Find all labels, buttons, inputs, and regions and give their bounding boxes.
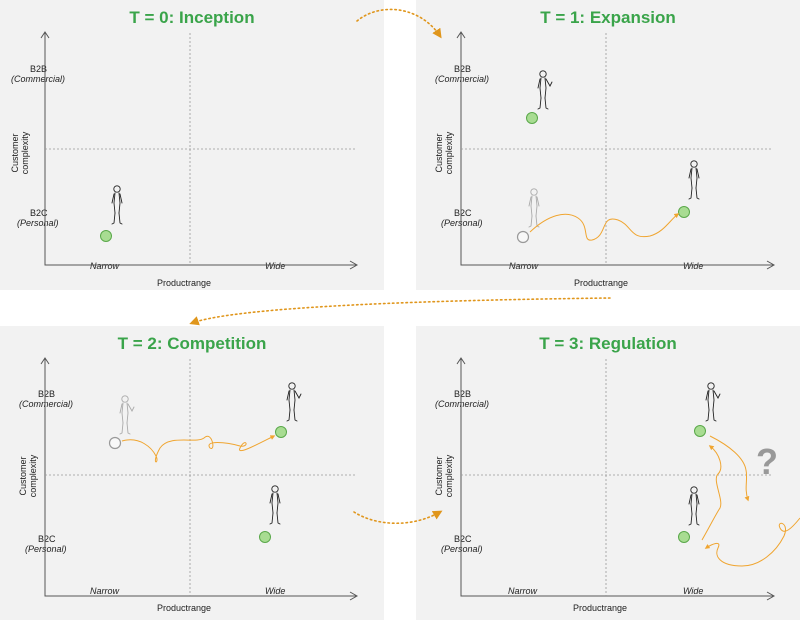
panel-0-axes <box>40 31 359 270</box>
panel-3-axes <box>456 357 776 601</box>
panel-competition: T = 2: Competition B2B (Commercial) B2C … <box>0 326 384 620</box>
y-top-sublabel: (Commercial) <box>435 399 489 409</box>
question-mark: ? <box>756 441 778 482</box>
panel-title: T = 0: Inception <box>129 8 255 27</box>
previous-position-dot <box>516 230 530 244</box>
regulation-path-down <box>709 435 750 502</box>
y-top-label: B2B <box>454 64 472 74</box>
y-bottom-label: B2C <box>454 534 472 544</box>
company-dot <box>275 426 287 438</box>
y-bottom-sublabel: (Personal) <box>441 544 483 554</box>
company-dot <box>694 425 706 437</box>
person-icon <box>111 185 123 225</box>
expansion-path <box>529 213 680 241</box>
panel-2-axes <box>40 357 359 601</box>
x-axis-title: Productrange <box>157 603 212 613</box>
company-dot <box>526 112 538 124</box>
competition-path <box>121 435 276 463</box>
x-right-label: Wide <box>265 586 286 596</box>
panel-title: T = 2: Competition <box>117 334 267 353</box>
person-case-icon <box>537 70 553 110</box>
person-faded-icon <box>528 188 540 228</box>
x-axis-title: Productrange <box>573 603 628 613</box>
x-left-label: Narrow <box>509 261 539 271</box>
person-case-icon <box>705 382 721 422</box>
previous-position-dot <box>108 436 122 450</box>
y-top-sublabel: (Commercial) <box>11 74 65 84</box>
person-icon <box>688 486 700 526</box>
person-case-icon <box>286 382 302 422</box>
y-top-label: B2B <box>30 64 48 74</box>
company-dot <box>678 531 690 543</box>
y-bottom-label: B2C <box>454 208 472 218</box>
y-bottom-sublabel: (Personal) <box>441 218 483 228</box>
x-left-label: Narrow <box>90 261 120 271</box>
panel-title: T = 3: Regulation <box>539 334 677 353</box>
x-right-label: Wide <box>683 261 704 271</box>
panel-inception: T = 0: Inception B2B (Commercial) B2C (P… <box>0 0 384 290</box>
x-left-label: Narrow <box>508 586 538 596</box>
y-bottom-sublabel: (Personal) <box>17 218 59 228</box>
x-axis-title: Productrange <box>157 278 212 288</box>
regulation-path-swirl <box>704 517 800 567</box>
connector-arrow-2-to-3 <box>353 510 443 525</box>
company-dot <box>259 531 271 543</box>
y-top-sublabel: (Commercial) <box>435 74 489 84</box>
x-left-label: Narrow <box>90 586 120 596</box>
panel-regulation: T = 3: Regulation B2B (Commercial) B2C (… <box>416 326 800 620</box>
panel-expansion: T = 1: Expansion B2B (Commercial) B2C (P… <box>416 0 800 290</box>
regulation-path-up <box>701 445 722 541</box>
y-top-label: B2B <box>454 389 472 399</box>
person-icon <box>269 485 281 525</box>
company-dot <box>100 230 112 242</box>
connector-arrow-0-to-1 <box>356 8 442 39</box>
x-axis-title: Productrange <box>574 278 629 288</box>
y-top-sublabel: (Commercial) <box>19 399 73 409</box>
y-bottom-label: B2C <box>30 208 48 218</box>
panel-title: T = 1: Expansion <box>540 8 676 27</box>
y-bottom-label: B2C <box>38 534 56 544</box>
x-right-label: Wide <box>683 586 704 596</box>
panel-1-axes <box>456 31 776 270</box>
y-bottom-sublabel: (Personal) <box>25 544 67 554</box>
company-dot <box>678 206 690 218</box>
person-icon <box>688 160 700 200</box>
y-top-label: B2B <box>38 389 56 399</box>
connector-arrow-1-to-2 <box>189 297 611 326</box>
x-right-label: Wide <box>265 261 286 271</box>
person-case-faded-icon <box>119 395 135 435</box>
